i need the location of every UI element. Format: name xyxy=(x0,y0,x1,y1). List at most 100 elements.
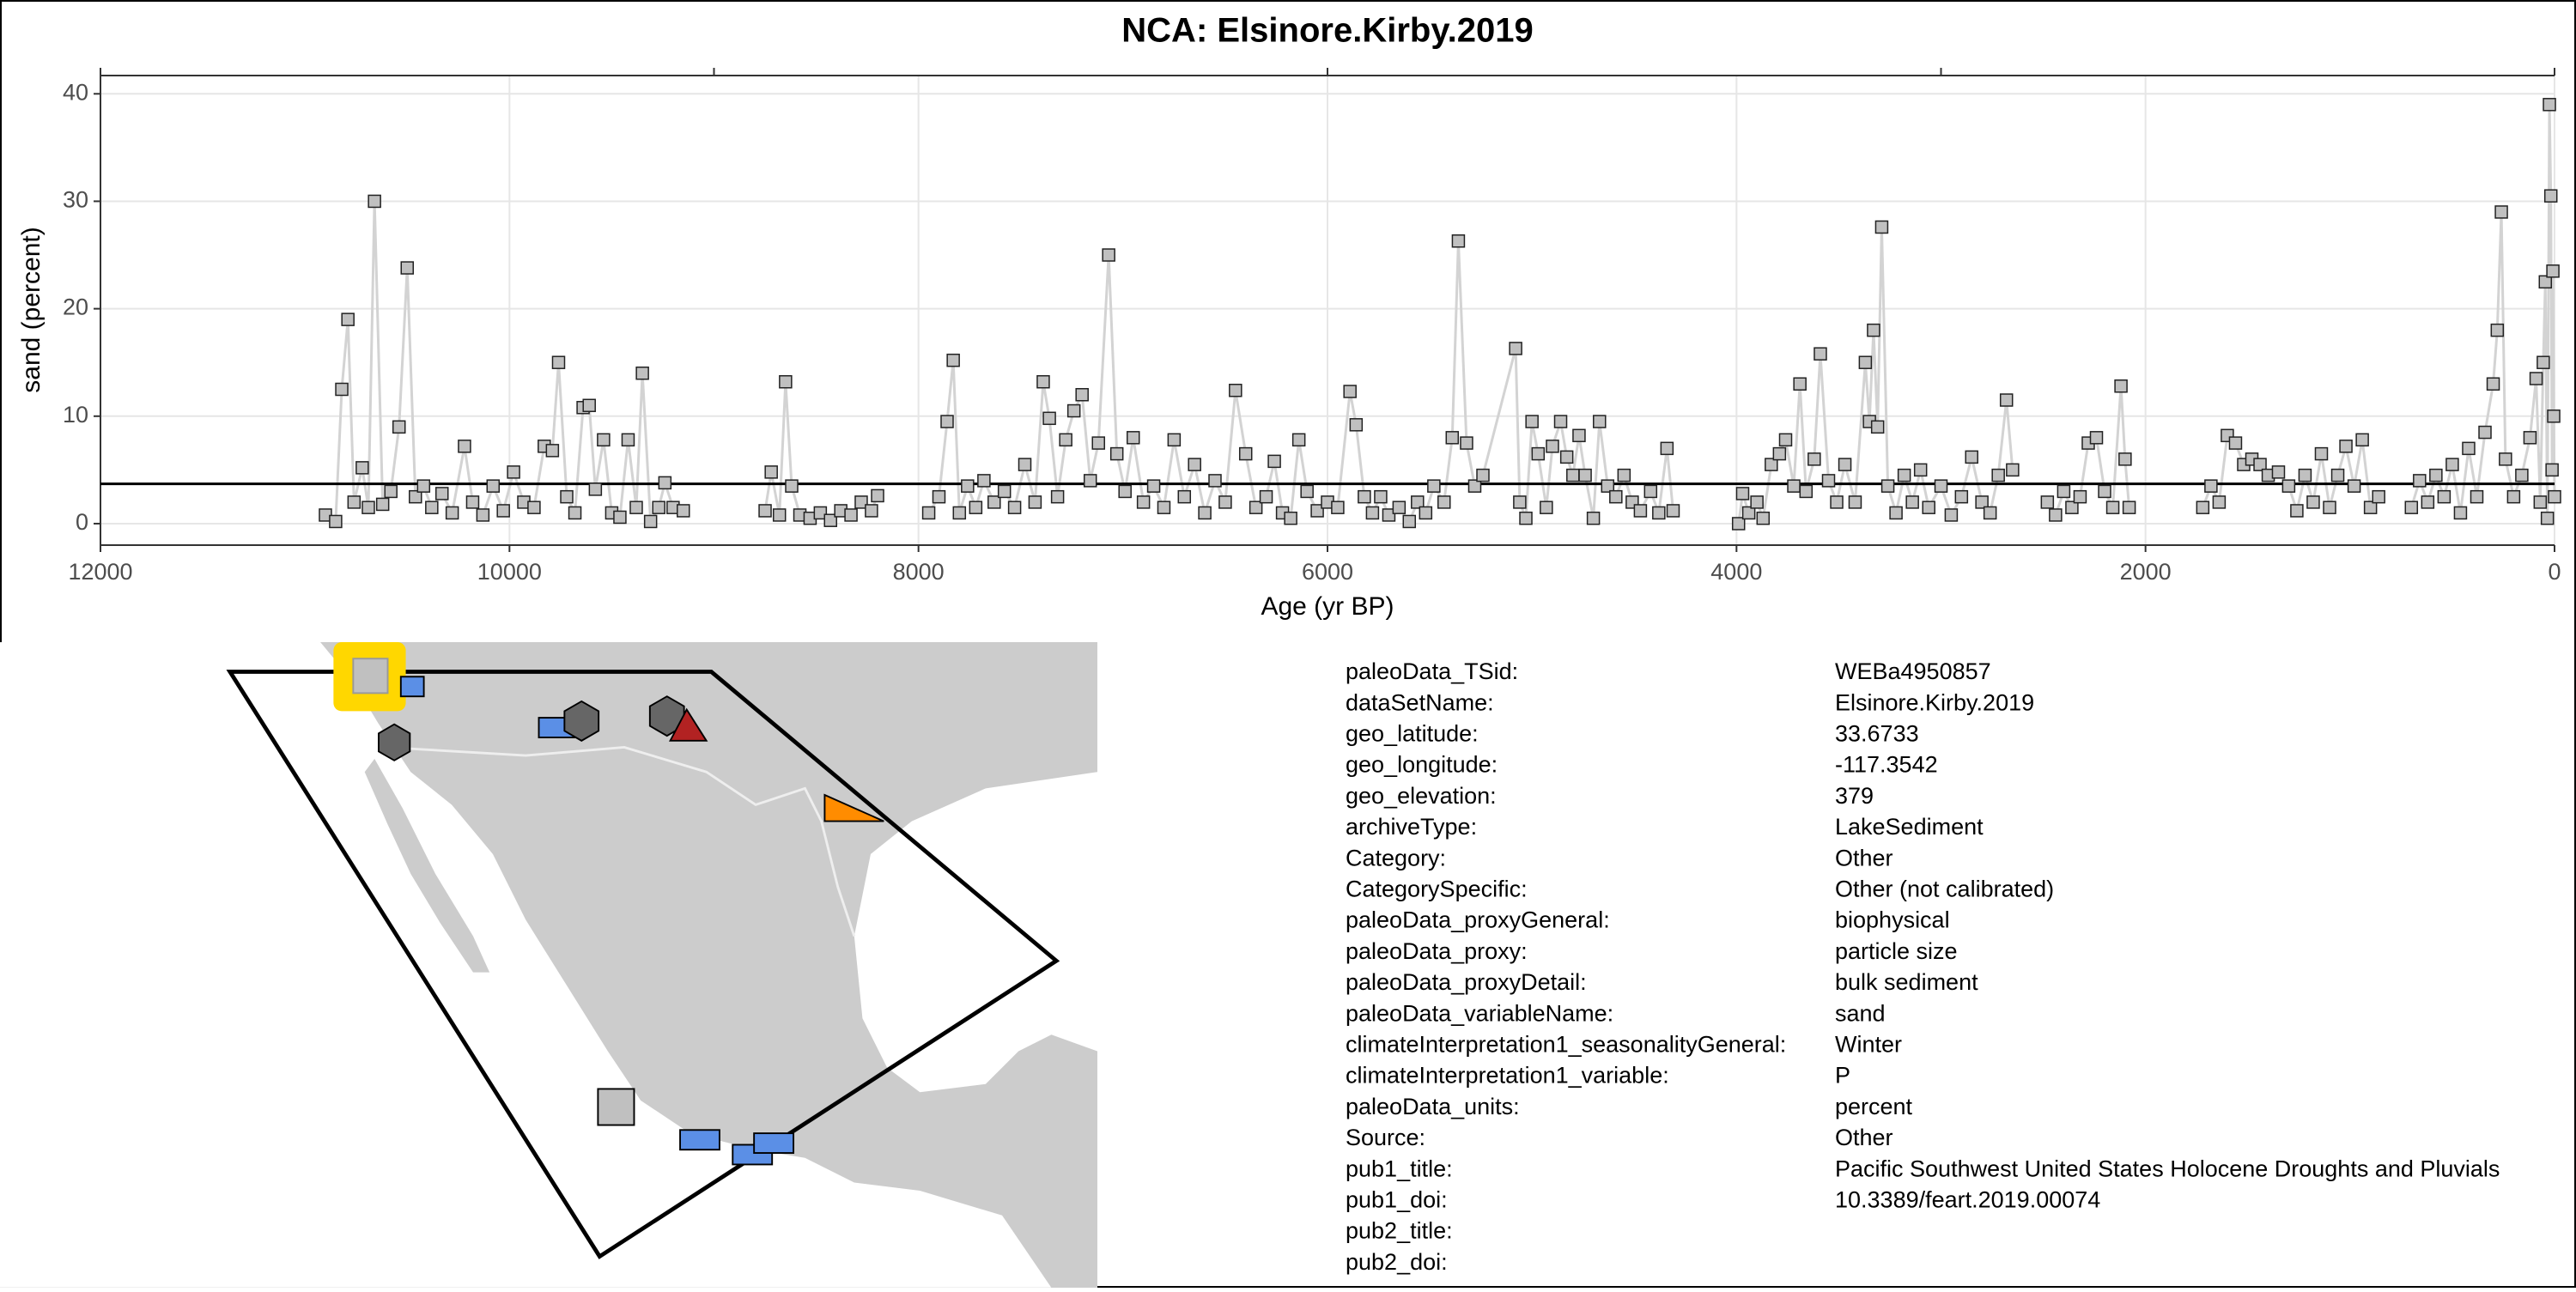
land xyxy=(320,642,1097,1288)
data-point xyxy=(2114,379,2128,393)
data-point xyxy=(2089,431,2104,445)
data-point xyxy=(2281,479,2296,493)
data-point xyxy=(946,353,960,367)
data-point xyxy=(1519,511,1533,525)
data-point xyxy=(1310,504,1324,518)
data-point xyxy=(1509,342,1522,355)
data-point xyxy=(1349,418,1364,432)
data-point xyxy=(507,465,520,479)
data-point xyxy=(2533,495,2548,509)
data-point xyxy=(2413,474,2427,488)
x-tick-label: 8000 xyxy=(893,559,945,585)
metadata-key: Category: xyxy=(1346,845,1446,870)
metadata-key: CategorySpecific: xyxy=(1346,876,1528,902)
data-point xyxy=(652,500,665,514)
baja-peninsula xyxy=(364,758,490,973)
site-marker xyxy=(378,723,411,761)
metadata-key: climateInterpretation1_seasonalityGenera… xyxy=(1346,1032,1786,1058)
data-point xyxy=(1601,479,1615,493)
data-point xyxy=(2540,511,2555,525)
data-point xyxy=(2212,495,2227,509)
metadata-key: pub1_title: xyxy=(1346,1156,1453,1181)
data-point xyxy=(2543,98,2556,112)
data-point xyxy=(2437,489,2451,504)
data-point xyxy=(2057,484,2071,499)
data-point xyxy=(2306,495,2320,509)
data-point xyxy=(1617,468,1631,482)
metadata-key: pub2_title: xyxy=(1346,1218,1453,1244)
data-point xyxy=(1007,500,1022,514)
data-point xyxy=(458,440,471,453)
data-point xyxy=(2506,489,2521,504)
data-point xyxy=(2421,495,2435,509)
data-point xyxy=(1609,489,1623,504)
data-point xyxy=(932,489,946,504)
data-point xyxy=(1848,495,1862,509)
metadata-value: Other xyxy=(1835,1125,1893,1150)
data-point xyxy=(355,461,369,475)
data-point xyxy=(1476,468,1490,482)
metadata-value: Pacific Southwest United States Holocene… xyxy=(1835,1156,2500,1181)
data-point xyxy=(1913,463,1928,477)
data-point xyxy=(2314,446,2329,461)
data-point xyxy=(2486,377,2500,391)
x-tick-label: 12000 xyxy=(68,559,132,585)
data-point xyxy=(1983,506,1997,520)
data-point xyxy=(1944,508,1959,522)
data-point xyxy=(2330,468,2345,482)
metadata-value: P xyxy=(1835,1063,1850,1089)
data-point xyxy=(1566,468,1580,482)
metadata-value: Winter xyxy=(1835,1032,1902,1058)
data-point xyxy=(1460,436,1473,450)
border xyxy=(386,746,856,937)
map xyxy=(0,642,1097,1288)
data-point xyxy=(1083,474,1097,488)
data-point xyxy=(1559,450,1574,464)
data-point xyxy=(568,506,582,520)
metadata-value: LakeSediment xyxy=(1835,814,1984,840)
data-point xyxy=(1807,452,1821,466)
data-point xyxy=(545,444,560,458)
data-point xyxy=(1382,508,1396,522)
data-point xyxy=(635,366,649,380)
data-point xyxy=(772,508,787,522)
metadata-value: WEBa4950857 xyxy=(1835,658,1991,684)
data-point xyxy=(1437,495,1451,509)
data-point xyxy=(1991,468,2005,482)
data-point xyxy=(2478,425,2492,440)
data-point xyxy=(969,500,983,514)
data-point xyxy=(961,479,975,493)
region-outline xyxy=(226,670,1060,1259)
site-marker xyxy=(648,695,685,737)
metadata-key: paleoData_TSid: xyxy=(1346,658,1518,684)
data-point xyxy=(1814,347,1827,361)
metadata-key: paleoData_proxyDetail: xyxy=(1346,969,1587,995)
metadata-value: sand xyxy=(1835,1000,1886,1026)
data-point xyxy=(1870,420,1885,434)
data-point xyxy=(1146,479,1161,493)
data-point xyxy=(785,479,799,493)
data-point xyxy=(1451,234,1466,248)
data-point xyxy=(1799,484,1814,499)
data-point xyxy=(1889,506,1903,520)
data-point xyxy=(1358,489,1371,504)
data-point xyxy=(1028,495,1042,509)
data-point xyxy=(1922,500,1935,514)
data-point xyxy=(1793,377,1807,391)
data-point xyxy=(1249,500,1263,514)
metadata-value: Elsinore.Kirby.2019 xyxy=(1835,689,2034,715)
y-tick-label: 20 xyxy=(63,294,88,320)
data-point xyxy=(1867,323,1880,337)
data-point xyxy=(1540,500,1553,514)
data-point xyxy=(1157,500,1171,514)
data-point xyxy=(1066,403,1081,418)
data-point xyxy=(1467,479,1482,493)
data-point xyxy=(987,495,1001,509)
data-point xyxy=(384,484,398,499)
data-point xyxy=(347,495,361,509)
data-point xyxy=(629,500,643,514)
data-point xyxy=(2271,465,2286,479)
data-point xyxy=(1300,484,1314,499)
data-point xyxy=(1411,495,1425,509)
